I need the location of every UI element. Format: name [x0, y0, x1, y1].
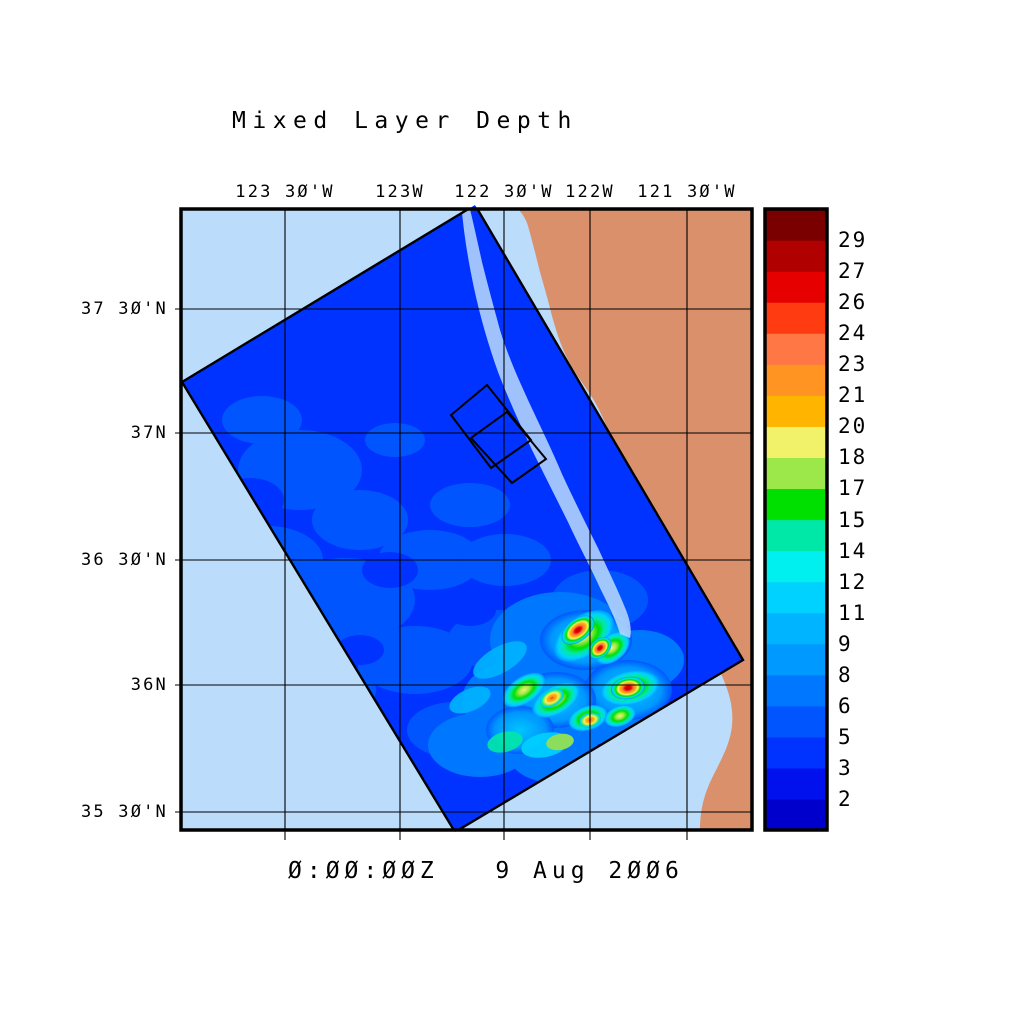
- colorbar-band: [765, 240, 827, 272]
- plot-frame: [179, 207, 754, 832]
- colorbar-band: [765, 209, 827, 241]
- colorbar-tick-label: 15: [838, 507, 868, 532]
- colorbar-tick-label: 6: [838, 693, 853, 718]
- longitude-tick-label: 121 3Ø'W: [637, 182, 737, 202]
- colorbar-band: [765, 333, 827, 365]
- colorbar-tick-label: 24: [838, 321, 868, 346]
- colorbar-tick-label: 18: [838, 445, 868, 470]
- colorbar-tick-label: 21: [838, 383, 868, 408]
- latitude-tick-label: 36 3Ø'N: [80, 550, 168, 570]
- colorbar-band: [765, 457, 827, 490]
- mld-warm-filaments: [486, 610, 672, 754]
- colorbar-tick-label: 9: [838, 631, 853, 656]
- nested-grid-box-2: [469, 410, 548, 485]
- graticule: [175, 209, 752, 840]
- model-domain-outline: [181, 209, 745, 830]
- coastal-shelf-strip: [462, 209, 631, 638]
- colorbar[interactable]: [763, 207, 829, 832]
- latitude-tick-label: 35 3Ø'N: [80, 802, 168, 822]
- colorbar-tick-label: 17: [838, 476, 868, 501]
- colorbar-tick-label: 11: [838, 600, 868, 625]
- longitude-tick-label: 122W: [565, 182, 615, 202]
- mld-cool-tendrils: [449, 641, 574, 758]
- colorbar-band: [765, 395, 827, 427]
- colorbar-tick-label: 27: [838, 259, 868, 284]
- colorbar-tick-label: 5: [838, 724, 853, 749]
- longitude-tick-label: 123W: [375, 182, 425, 202]
- longitude-tick-label: 123 3Ø'W: [235, 182, 335, 202]
- latitude-tick-label: 37 3Ø'N: [80, 299, 168, 319]
- colorbar-frame: [763, 207, 829, 832]
- colorbar-band: [765, 488, 827, 521]
- colorbar-tick-label: 20: [838, 414, 868, 439]
- figure-title: Mixed Layer Depth: [232, 108, 578, 134]
- colorbar-tick-label: 8: [838, 662, 853, 687]
- colorbar-band: [765, 612, 827, 645]
- colorbar-bands: [765, 209, 827, 831]
- colorbar-band: [765, 426, 827, 458]
- colorbar-tick-label: 14: [838, 538, 868, 563]
- colorbar-tick-label: 23: [838, 352, 868, 377]
- nested-grid-box-1: [449, 383, 533, 470]
- colorbar-band: [765, 271, 827, 303]
- colorbar-band: [765, 581, 827, 614]
- colorbar-band: [765, 364, 827, 396]
- colorbar-tick-label: 3: [838, 755, 853, 780]
- latitude-tick-label: 37N: [130, 423, 168, 443]
- timestamp-label: Ø:ØØ:ØØZ 9 Aug 2ØØ6: [288, 858, 684, 884]
- colorbar-band: [765, 550, 827, 583]
- colorbar-band: [765, 519, 827, 552]
- colorbar-tick-label: 12: [838, 569, 868, 594]
- colorbar-tick-label: 2: [838, 786, 853, 811]
- colorbar-band: [765, 674, 827, 707]
- california-landmass: [470, 209, 752, 830]
- colorbar-tick-label: 26: [838, 290, 868, 315]
- longitude-tick-label: 122 3Ø'W: [454, 182, 554, 202]
- colorbar-band: [765, 643, 827, 676]
- colorbar-tick-label: 29: [838, 228, 868, 253]
- colorbar-band: [765, 302, 827, 334]
- colorbar-band: [765, 705, 827, 738]
- colorbar-band: [765, 767, 827, 800]
- latitude-tick-label: 36N: [130, 675, 168, 695]
- colorbar-band: [765, 736, 827, 769]
- colorbar-band: [765, 798, 827, 831]
